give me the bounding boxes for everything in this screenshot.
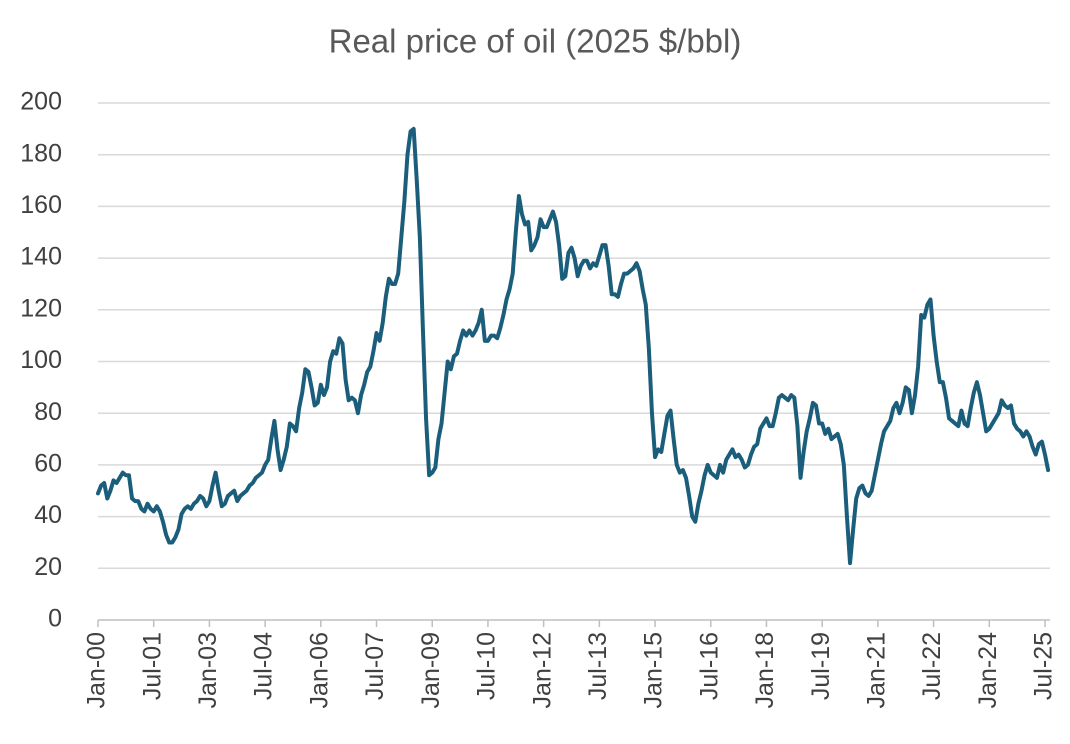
chart-title: Real price of oil (2025 $/bbl) bbox=[329, 23, 742, 60]
x-tick-label: Jul-22 bbox=[918, 632, 946, 700]
y-tick-label: 100 bbox=[20, 346, 62, 374]
y-tick-label: 20 bbox=[34, 553, 62, 581]
y-tick-label: 80 bbox=[34, 398, 62, 426]
y-tick-label: 200 bbox=[20, 88, 62, 116]
x-tick-label: Jan-18 bbox=[751, 632, 779, 708]
x-tick-label: Jul-13 bbox=[584, 632, 612, 700]
y-tick-label: 120 bbox=[20, 294, 62, 322]
x-tick-label: Jan-15 bbox=[640, 632, 668, 708]
x-tick-label: Jan-21 bbox=[862, 632, 890, 708]
x-tick-label: Jul-16 bbox=[695, 632, 723, 700]
x-tick-label: Jan-09 bbox=[417, 632, 445, 708]
x-tick-label: Jul-25 bbox=[1030, 632, 1058, 700]
y-tick-label: 60 bbox=[34, 450, 62, 478]
x-tick-label: Jul-07 bbox=[361, 632, 389, 700]
x-tick-label: Jan-24 bbox=[974, 632, 1002, 709]
x-tick-label: Jan-00 bbox=[83, 632, 111, 708]
y-tick-label: 160 bbox=[20, 191, 62, 219]
x-tick-label: Jul-10 bbox=[473, 632, 501, 700]
price-line bbox=[96, 126, 1051, 566]
x-tick-label: Jan-06 bbox=[305, 632, 333, 708]
y-tick-label: 40 bbox=[34, 501, 62, 529]
y-tick-label: 0 bbox=[48, 605, 62, 633]
y-tick-label: 140 bbox=[20, 243, 62, 271]
x-tick-label: Jul-04 bbox=[250, 632, 278, 700]
x-tick-label: Jan-12 bbox=[528, 632, 556, 708]
x-tick-label: Jan-03 bbox=[194, 632, 222, 708]
y-tick-label: 180 bbox=[20, 139, 62, 167]
x-tick-label: Jul-01 bbox=[138, 632, 166, 700]
x-tick-label: Jul-19 bbox=[807, 632, 835, 700]
